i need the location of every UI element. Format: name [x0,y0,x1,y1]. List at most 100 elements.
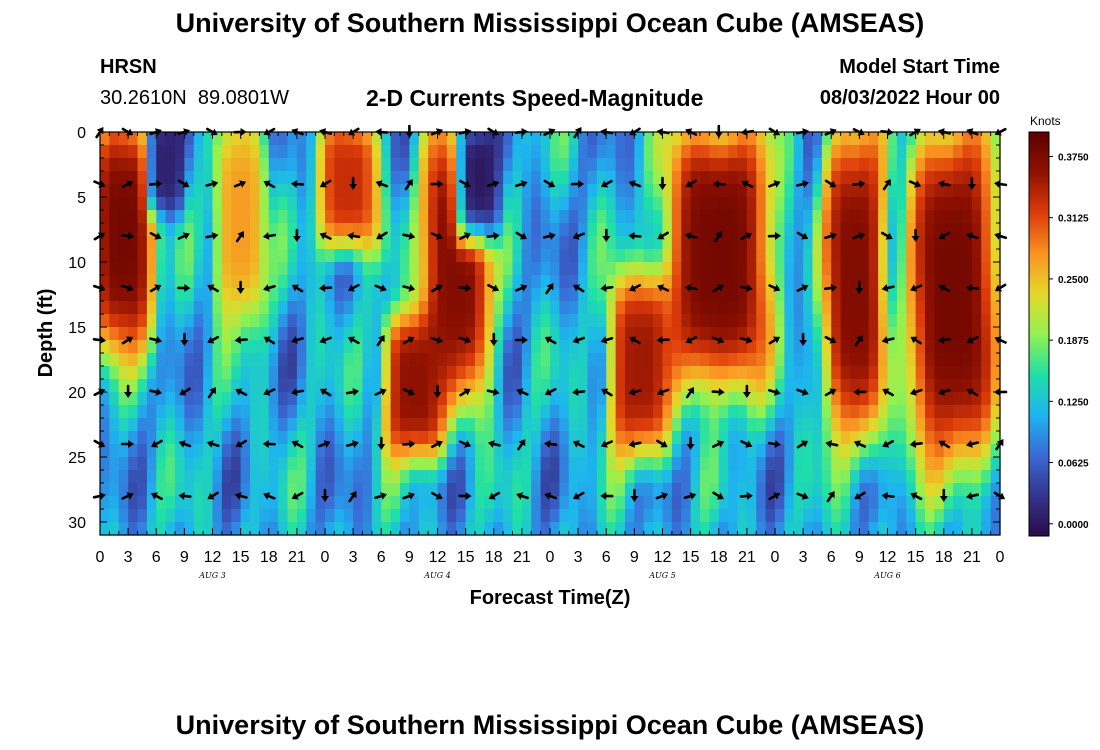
heatmap-cell [775,132,785,146]
heatmap-cell [559,210,570,224]
heatmap-cell [878,392,889,406]
heatmap-cell [784,314,795,328]
heatmap-cell [587,431,598,445]
heatmap-cell [756,379,767,393]
heatmap-cell [953,353,964,367]
heatmap-cell [362,457,373,471]
heatmap-cell [390,249,401,263]
heatmap-cell [278,262,289,276]
current-arrow [486,388,500,396]
heatmap-cell [193,366,204,380]
heatmap-cell [503,431,514,445]
heatmap-cell [428,444,439,458]
heatmap-cell [671,431,682,445]
heatmap-cell [268,509,279,523]
heatmap-cell [156,132,167,146]
current-arrow [544,336,557,345]
heatmap-cell [840,522,851,536]
heatmap-cell [259,171,270,185]
heatmap-cell [193,496,204,510]
heatmap-cell [578,145,589,159]
heatmap-cell [484,184,495,198]
current-arrow [966,388,979,397]
heatmap-cell [306,379,317,393]
heatmap-cell [531,366,542,380]
heatmap-cell [475,431,485,445]
heatmap-cell [493,392,504,406]
heatmap-cell [943,262,954,276]
heatmap-cell [250,262,260,276]
heatmap-cell [409,470,420,484]
heatmap-cell [700,275,710,289]
heatmap-cell [165,457,176,471]
heatmap-cell [493,522,504,536]
heatmap-cell [896,444,907,458]
heatmap-cell [296,483,307,497]
heatmap-cell [868,444,879,458]
heatmap-cell [718,366,729,380]
heatmap-cell [418,340,429,354]
heatmap-cell [540,509,551,523]
heatmap-cell [606,457,617,471]
heatmap-cell [896,301,907,315]
heatmap-cell [606,184,617,198]
heatmap-cell [643,509,654,523]
heatmap-cell [831,197,842,211]
heatmap-cell [915,301,926,315]
heatmap-cell [512,184,523,198]
heatmap-cell [850,340,860,354]
heatmap-cell [634,223,645,237]
heatmap-cell [728,431,739,445]
heatmap-cell [540,444,551,458]
heatmap-cell [859,171,870,185]
heatmap-cell [287,223,298,237]
heatmap-cell [193,392,204,406]
heatmap-cell [296,210,307,224]
heatmap-cell [868,145,879,159]
heatmap-cell [287,301,298,315]
heatmap-cell [484,444,495,458]
heatmap-cell [625,496,635,510]
heatmap-cell [193,223,204,237]
heatmap-cell [250,197,260,211]
heatmap-cell [296,288,307,302]
current-arrow [433,384,442,398]
heatmap-cell [362,483,373,497]
heatmap-cell [353,223,364,237]
heatmap-cell [287,366,298,380]
heatmap-cell [371,249,382,263]
heatmap-cell [315,392,326,406]
heatmap-cell [915,145,926,159]
heatmap-cell [587,145,598,159]
heatmap-cell [662,171,673,185]
heatmap-cell [831,158,842,172]
heatmap-cell [221,457,232,471]
heatmap-cell [137,275,148,289]
heatmap-cell [184,262,195,276]
heatmap-cell [934,275,945,289]
current-arrow [235,439,248,448]
heatmap-cell [212,327,223,341]
heatmap-cell [446,379,457,393]
heatmap-cell [615,353,626,367]
heatmap-cell [718,210,729,224]
heatmap-cell [690,457,701,471]
heatmap-cell [625,236,635,250]
heatmap-cell [709,132,720,146]
heatmap-cell [184,405,195,419]
heatmap-cell [287,210,298,224]
heatmap-cell [109,405,120,419]
heatmap-cell [231,522,242,536]
heatmap-cell [896,457,907,471]
heatmap-cell [915,158,926,172]
heatmap-cell [278,236,289,250]
heatmap-cell [428,340,439,354]
heatmap-cell [371,444,382,458]
heatmap-cell [109,392,120,406]
heatmap-cell [709,392,720,406]
heatmap-cell [756,249,767,263]
heatmap-cell [184,522,195,536]
heatmap-cell [250,223,260,237]
heatmap-cell [981,184,992,198]
heatmap-cell [896,483,907,497]
